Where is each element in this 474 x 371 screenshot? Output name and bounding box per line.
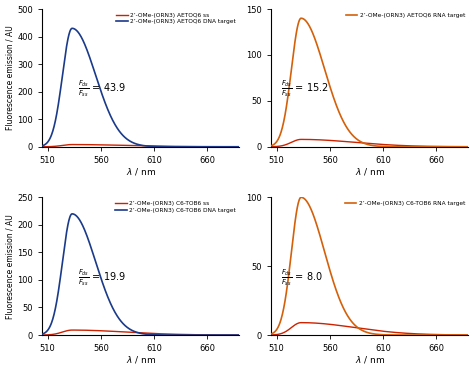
X-axis label: $\lambda$ / nm: $\lambda$ / nm: [126, 166, 156, 177]
Text: $\frac{F_{ds}}{F_{ss}}$ = 43.9: $\frac{F_{ds}}{F_{ss}}$ = 43.9: [78, 79, 126, 99]
X-axis label: $\lambda$ / nm: $\lambda$ / nm: [126, 354, 156, 365]
Y-axis label: Fluorescence emission / AU: Fluorescence emission / AU: [6, 26, 15, 130]
X-axis label: $\lambda$ / nm: $\lambda$ / nm: [355, 354, 385, 365]
Y-axis label: Fluorescence emission / AU: Fluorescence emission / AU: [6, 214, 15, 319]
Text: $\frac{F_{ds}}{F_{ss}}$ = 15.2: $\frac{F_{ds}}{F_{ss}}$ = 15.2: [281, 79, 328, 99]
Legend: 2’-OMe-(ORN3) C6-TOB6 RNA target: 2’-OMe-(ORN3) C6-TOB6 RNA target: [344, 200, 465, 207]
Legend: 2’-OMe-(ORN3) C6-TOB6 ss, 2’-OMe-(ORN3) C6-TOB6 DNA target: 2’-OMe-(ORN3) C6-TOB6 ss, 2’-OMe-(ORN3) …: [115, 200, 237, 213]
Text: $\frac{F_{ds}}{F_{ss}}$ = 8.0: $\frac{F_{ds}}{F_{ss}}$ = 8.0: [281, 267, 323, 288]
Legend: 2’-OMe-(ORN3) AETOQ6 ss, 2’-OMe-(ORN3) AETOQ6 DNA target: 2’-OMe-(ORN3) AETOQ6 ss, 2’-OMe-(ORN3) A…: [116, 12, 237, 25]
Text: $\frac{F_{ds}}{F_{ss}}$ = 19.9: $\frac{F_{ds}}{F_{ss}}$ = 19.9: [78, 267, 126, 288]
Legend: 2’-OMe-(ORN3) AETOQ6 RNA target: 2’-OMe-(ORN3) AETOQ6 RNA target: [345, 12, 465, 18]
X-axis label: $\lambda$ / nm: $\lambda$ / nm: [355, 166, 385, 177]
